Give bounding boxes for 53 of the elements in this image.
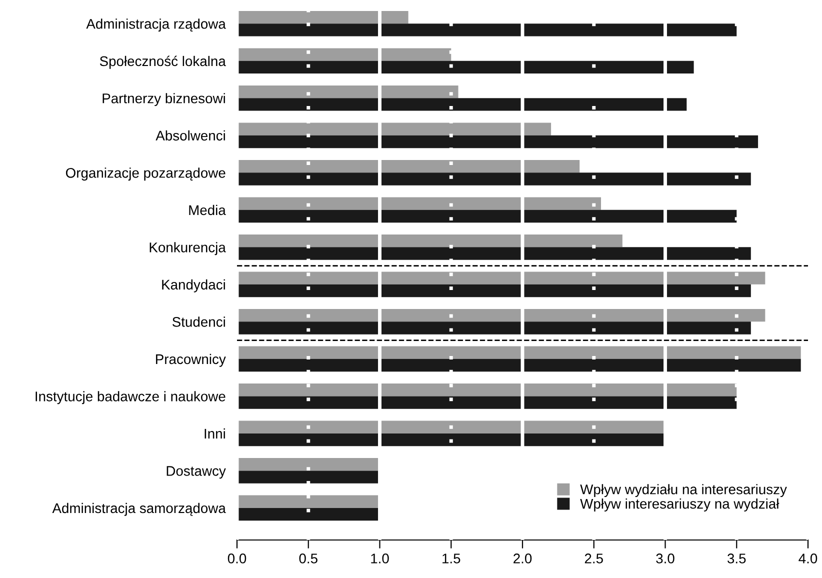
x-tick-label: 3.0 [656,554,674,564]
bar [237,135,758,148]
y-tick-label: Administracja samorządowa [52,502,226,516]
legend-label: Wpływ wydziału na interesariuszy [580,484,787,498]
x-tick-label: 0.0 [228,554,246,564]
bar [237,396,737,409]
bar [237,508,380,521]
y-tick-label: Media [189,204,226,216]
bar [237,284,751,298]
x-tick-label: 1.5 [442,554,460,564]
bar [237,98,687,111]
bar [237,470,380,484]
bar [237,458,380,471]
y-tick-label: Administracja rządowa [86,18,226,32]
y-tick-label: Społeczność lokalna [100,56,226,69]
bar [237,122,552,136]
y-tick-label: Studenci [172,316,225,327]
bar [237,346,801,359]
y-tick-label: Instytucje badawcze i naukowe [36,391,226,404]
y-tick-label: Pracownicy [156,354,226,367]
bar [237,495,380,508]
bar [237,247,751,260]
bar [237,322,751,334]
bar [237,234,622,248]
y-tick-label: Kandydaci [162,279,225,292]
bar [237,60,694,74]
bar [237,384,737,396]
bar [237,172,751,186]
y-tick-label: Dostawcy [166,466,226,479]
x-tick-label: 2.0 [514,554,532,564]
y-tick-label: Partnerzy biznesowi [102,93,225,106]
bar [237,420,666,434]
bar [237,48,452,61]
x-tick-label: 1.0 [371,554,389,564]
bar [237,210,737,223]
y-tick-label: Absolwenci [156,130,225,141]
bar [237,358,801,372]
bar [237,197,602,210]
x-tick-label: 3.5 [728,554,746,564]
bar [237,309,766,322]
bar [237,433,666,446]
y-tick-label: Konkurencja [150,242,226,256]
x-tick-label: 2.5 [584,554,603,564]
bar [237,10,408,24]
legend-label: Wpływ interesariuszy na wydział [580,498,780,512]
y-tick-label: Inni [204,428,225,438]
y-tick-label: Organizacje pozarządowe [66,168,226,181]
x-tick-label: 0.5 [299,554,318,564]
bar [237,272,766,284]
bar [237,24,737,36]
bar [237,85,458,98]
bar [237,160,580,173]
x-tick-label: 4.0 [798,554,818,564]
